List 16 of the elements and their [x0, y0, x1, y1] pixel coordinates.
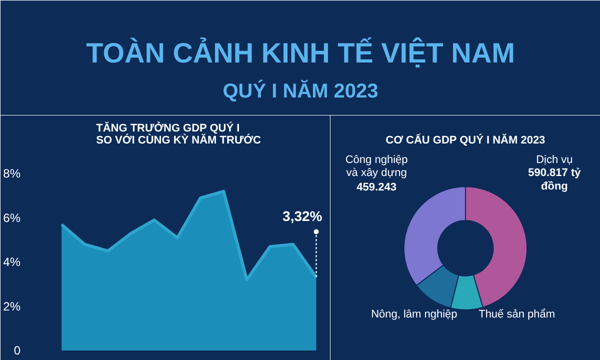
slice-label: Dịch vụ — [536, 154, 573, 166]
slice-label: Thuế sản phẩm — [478, 308, 556, 321]
y-tick-label: 6% — [3, 210, 21, 225]
chart-title: CƠ CẤU GDP QUÝ I NĂM 2023 — [386, 134, 546, 146]
data-label: 590.817 tỷ đồng — [528, 167, 582, 192]
y-tick-label: 2% — [3, 299, 21, 314]
y-tick-label: 8% — [3, 166, 21, 181]
text: QUÝ I NĂM 2023 — [222, 80, 378, 103]
y-tick-label: 4% — [3, 255, 21, 270]
slice-label: Nông, lâm nghiệp — [371, 308, 458, 321]
data-label: 459.243 — [356, 181, 396, 194]
y-tick-label: 0 — [14, 344, 21, 358]
data-label: 3,32% — [282, 208, 323, 224]
chart-title: TĂNG TRƯỞNG GDP QUÝ I SO VỚI CÙNG KỲ NĂM TRƯỚC — [96, 122, 261, 146]
slice-label: Công nghiệp và xây dựng — [345, 154, 408, 180]
text: TOÀN CẢNH KINH TẾ VIỆT NAM — [86, 36, 515, 68]
